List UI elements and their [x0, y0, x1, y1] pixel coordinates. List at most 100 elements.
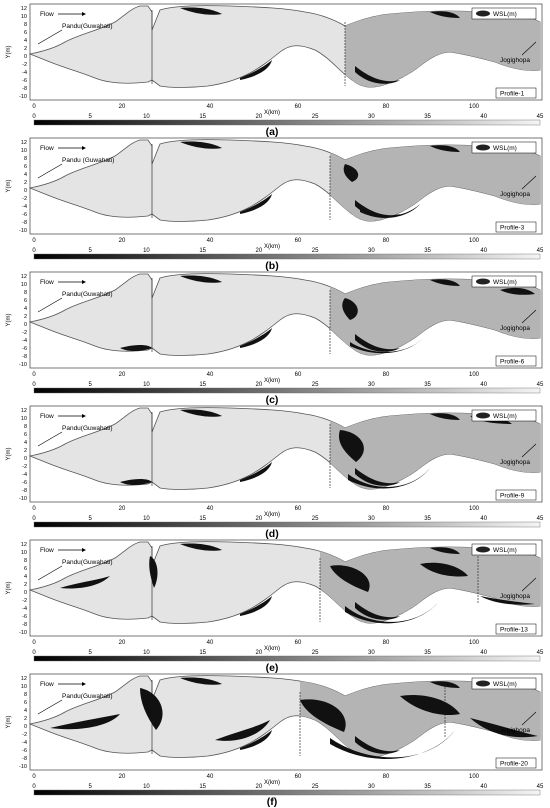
colorbar-tick-label: 5 — [89, 516, 93, 522]
colorbar-tick-label: 5 — [89, 248, 93, 254]
colorbar-tick-label: 10 — [143, 248, 150, 254]
x-tick-label: 0 — [32, 640, 36, 646]
shallow-zone — [240, 194, 272, 214]
colorbar-tick-label: 30 — [368, 382, 375, 388]
x-tick-label: 40 — [207, 372, 214, 378]
flow-label: Flow — [40, 681, 54, 688]
x-tick-label: 40 — [207, 238, 214, 244]
x-tick-label: 20 — [119, 372, 126, 378]
y-tick-label: 10 — [21, 550, 27, 556]
y-tick-label: 12 — [21, 676, 27, 682]
shallow-zone — [240, 596, 272, 616]
y-tick-label: -10 — [19, 94, 27, 100]
legend-box — [471, 409, 537, 422]
panel-caption: (e) — [266, 662, 279, 674]
y-tick-label: -6 — [22, 480, 27, 486]
colorbar — [33, 789, 541, 796]
colorbar-tick-label: 30 — [368, 248, 375, 254]
y-tick-label: 8 — [24, 156, 27, 162]
y-tick-label: -4 — [22, 606, 27, 612]
origin-leader — [37, 565, 63, 581]
panel-caption: (d) — [265, 528, 278, 540]
y-tick-label: 2 — [24, 582, 27, 588]
legend-box — [471, 275, 537, 288]
destination-leader — [521, 41, 537, 56]
x-tick-label: 60 — [295, 372, 302, 378]
x-tick-label: 100 — [469, 506, 480, 512]
shallow-zone — [240, 328, 272, 348]
legend-symbol — [476, 680, 490, 687]
shallow-zone — [180, 543, 222, 551]
colorbar-tick-label: 10 — [143, 516, 150, 522]
x-tick-label: 60 — [295, 238, 302, 244]
colorbar-tick-label: 30 — [368, 650, 375, 656]
shallow-zone — [355, 602, 400, 620]
y-tick-label: -2 — [22, 598, 27, 604]
shallow-zone — [60, 576, 110, 589]
y-tick-label: 0 — [24, 54, 27, 60]
y-tick-label: -2 — [22, 196, 27, 202]
destination-label: Jogighopa — [500, 325, 530, 332]
y-tick-label: 8 — [24, 692, 27, 698]
flow-label: Flow — [40, 145, 54, 152]
destination-label: Jogighopa — [500, 593, 530, 600]
flow-arrow-head — [82, 280, 86, 284]
y-tick-label: -10 — [19, 362, 27, 368]
y-tick-label: 8 — [24, 290, 27, 296]
shallow-zone — [180, 7, 222, 15]
x-tick-label: 60 — [295, 104, 302, 110]
legend-symbol — [476, 144, 490, 151]
y-tick-label: -6 — [22, 748, 27, 754]
colorbar-tick-label: 20 — [256, 650, 263, 656]
colorbar-tick-label: 10 — [143, 114, 150, 120]
x-tick-label: 0 — [32, 506, 36, 512]
shallow-zone — [342, 298, 358, 320]
colorbar — [33, 655, 541, 662]
x-axis-label: X(km) — [264, 110, 280, 116]
shallow-zone — [338, 430, 364, 462]
legend-label: WSL(m) — [493, 11, 517, 18]
shallow-zone — [355, 66, 400, 84]
colorbar-tick-label: 10 — [143, 382, 150, 388]
x-tick-label: 20 — [119, 774, 126, 780]
origin-leader — [37, 29, 63, 45]
y-tick-label: 12 — [21, 140, 27, 146]
colorbar-tick-label: 10 — [143, 784, 150, 790]
x-tick-label: 60 — [295, 640, 302, 646]
x-tick-label: 100 — [469, 774, 480, 780]
shallow-zone — [430, 681, 460, 688]
y-tick-label: -4 — [22, 740, 27, 746]
colorbar-tick-label: 5 — [89, 382, 93, 388]
profile-box — [495, 757, 537, 769]
y-tick-label: -8 — [22, 622, 27, 628]
colorbar-tick-label: 5 — [89, 784, 93, 790]
colorbar-tick-label: 45 — [537, 248, 544, 254]
shallow-zone — [180, 141, 222, 149]
colorbar-tick-label: 5 — [89, 650, 93, 656]
shallow-zone — [140, 688, 163, 730]
profile-label: Profile-3 — [500, 225, 525, 232]
y-tick-label: -8 — [22, 220, 27, 226]
y-tick-label: -8 — [22, 756, 27, 762]
profile-label: Profile-20 — [500, 761, 528, 768]
colorbar-tick-label: 30 — [368, 784, 375, 790]
y-tick-label: 6 — [24, 432, 27, 438]
destination-label: Jogighopa — [500, 727, 530, 734]
shallow-zone — [300, 699, 346, 732]
y-tick-label: -8 — [22, 488, 27, 494]
y-tick-label: 10 — [21, 148, 27, 154]
shallow-zone — [360, 204, 420, 218]
shallow-zone — [120, 479, 152, 485]
shallow-zone — [430, 413, 460, 420]
destination-label: Jogighopa — [500, 57, 530, 64]
colorbar-tick-label: 35 — [424, 248, 431, 254]
y-tick-label: 2 — [24, 314, 27, 320]
y-tick-label: 12 — [21, 274, 27, 280]
y-tick-label: 6 — [24, 566, 27, 572]
x-axis-label: X(km) — [264, 378, 280, 384]
x-tick-label: 40 — [207, 506, 214, 512]
y-tick-label: -8 — [22, 86, 27, 92]
colorbar-tick-label: 40 — [480, 516, 487, 522]
y-tick-label: 12 — [21, 542, 27, 548]
